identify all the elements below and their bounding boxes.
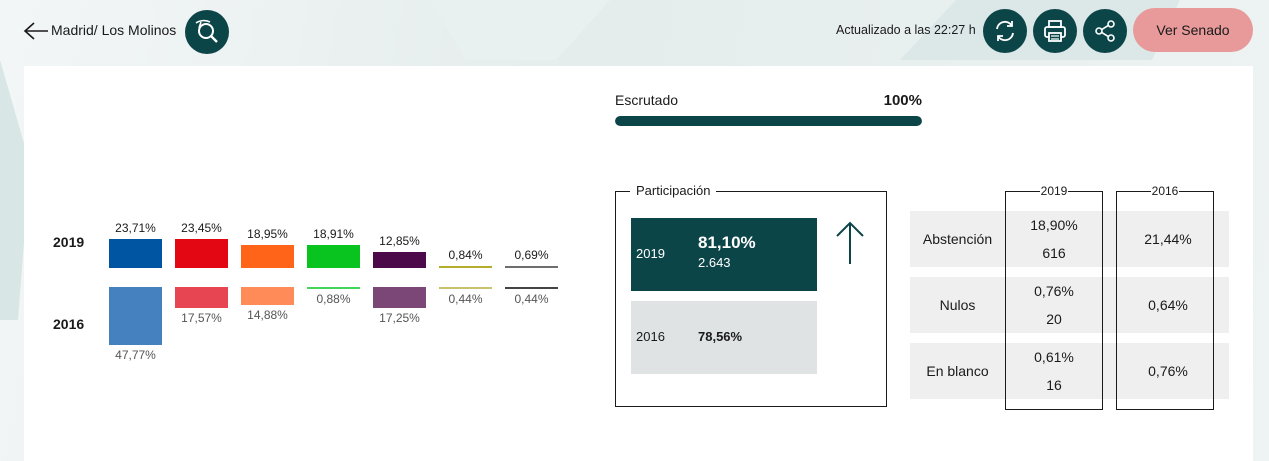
- participacion-2019: 2019 81,10% 2.643: [631, 218, 817, 291]
- printer-icon: [1044, 20, 1066, 42]
- breadcrumb[interactable]: Madrid/ Los Molinos: [51, 22, 177, 38]
- year-2019-label: 2019: [53, 234, 85, 250]
- column-2016-title: 2016: [1150, 184, 1180, 198]
- arrow-up-icon: [836, 221, 864, 264]
- party-bar-2016: [439, 287, 492, 289]
- search-location-button[interactable]: [185, 10, 229, 54]
- escrutado-value: 100%: [883, 92, 922, 109]
- participacion-panel: Participación 2019 81,10% 2.643 2016 78,…: [615, 183, 887, 407]
- party-bar-2019: [373, 252, 426, 268]
- party-bar-2019: [109, 239, 162, 268]
- party-pct-2019: 18,91%: [313, 226, 354, 241]
- stat-label: En blanco: [926, 363, 989, 379]
- participacion-2016-year: 2016: [636, 329, 665, 344]
- print-button[interactable]: [1033, 9, 1077, 53]
- share-icon: [1095, 20, 1115, 42]
- party-pct-2019: 23,45%: [181, 221, 222, 236]
- escrutado-progress-fill: [615, 116, 922, 126]
- stat-2016-pct: 0,76%: [1148, 363, 1188, 379]
- column-2019-frame: 2019: [1005, 184, 1103, 410]
- updated-time: Actualizado a las 22:27 h: [836, 23, 976, 37]
- refresh-icon: [996, 20, 1014, 42]
- stat-row-en-blanco: En blanco 0,61% 16 0,76%: [910, 343, 1229, 399]
- ver-senado-button[interactable]: Ver Senado: [1133, 8, 1253, 52]
- column-2016-frame: 2016: [1116, 184, 1214, 410]
- refresh-button[interactable]: [983, 9, 1027, 53]
- party-bar-2016: [241, 287, 294, 306]
- share-button[interactable]: [1083, 9, 1127, 53]
- party-pct-2016: 14,88%: [247, 308, 288, 323]
- party-bar-2019: [175, 239, 228, 268]
- party-pct-2019: 0,69%: [514, 248, 549, 262]
- party-pct-2016: 0,44%: [448, 292, 483, 306]
- party-bar-2016: [373, 287, 426, 309]
- escrutado-progress: [615, 116, 922, 126]
- stat-2016-pct: 21,44%: [1144, 231, 1192, 247]
- background-shape: [430, 0, 610, 60]
- party-pct-2016: 17,57%: [181, 311, 222, 326]
- party-pct-2016: 17,25%: [379, 311, 420, 326]
- stat-label: Nulos: [939, 297, 976, 313]
- party-pct-2016: 47,77%: [115, 348, 156, 363]
- party-bar-2019: [439, 266, 492, 268]
- results-card: 2019 2016 23,71% 47,77% 23,45% 17,57% 18,95%…: [24, 66, 1253, 461]
- party-bar-2016: [109, 287, 162, 346]
- party-bar-2019: [307, 244, 360, 268]
- stat-2019-pct: 18,90%: [1030, 217, 1078, 233]
- party-bar-2019: [505, 266, 558, 268]
- stat-row-abstencion: Abstención 18,90% 616 21,44%: [910, 211, 1229, 267]
- participacion-2019-year: 2019: [636, 246, 665, 261]
- party-pct-2019: 23,71%: [115, 221, 156, 236]
- party-bar-2019: [241, 244, 294, 268]
- stat-label: Abstención: [922, 231, 993, 247]
- party-pct-2019: 0,84%: [448, 248, 483, 262]
- party-pct-2016: 0,44%: [514, 292, 549, 306]
- escrutado-label: Escrutado: [615, 92, 679, 108]
- party-bar-2016: [505, 287, 558, 289]
- participacion-title: Participación: [630, 183, 717, 198]
- stat-2019-count: 20: [1046, 311, 1062, 327]
- stat-row-nulos: Nulos 0,76% 20 0,64%: [910, 277, 1229, 333]
- stat-2019-count: 616: [1042, 245, 1066, 261]
- party-pct-2019: 18,95%: [247, 226, 288, 241]
- stat-2016-pct: 0,64%: [1148, 297, 1188, 313]
- stat-2019-count: 16: [1046, 377, 1062, 393]
- party-bar-2016: [307, 287, 360, 289]
- party-bar-2016: [175, 287, 228, 309]
- back-arrow-icon[interactable]: [22, 19, 50, 43]
- participacion-2019-votes: 2.643: [698, 255, 731, 270]
- participacion-2019-pct: 81,10%: [698, 233, 756, 252]
- party-pct-2019: 12,85%: [379, 234, 420, 249]
- search-icon: [195, 19, 218, 43]
- participacion-2016-pct: 78,56%: [698, 329, 743, 344]
- column-2019-title: 2019: [1039, 184, 1069, 198]
- stat-2019-pct: 0,61%: [1034, 349, 1074, 365]
- participacion-2016: 2016 78,56%: [631, 301, 817, 374]
- party-pct-2016: 0,88%: [316, 292, 351, 306]
- stat-2019-pct: 0,76%: [1034, 283, 1074, 299]
- year-2016-label: 2016: [53, 316, 85, 332]
